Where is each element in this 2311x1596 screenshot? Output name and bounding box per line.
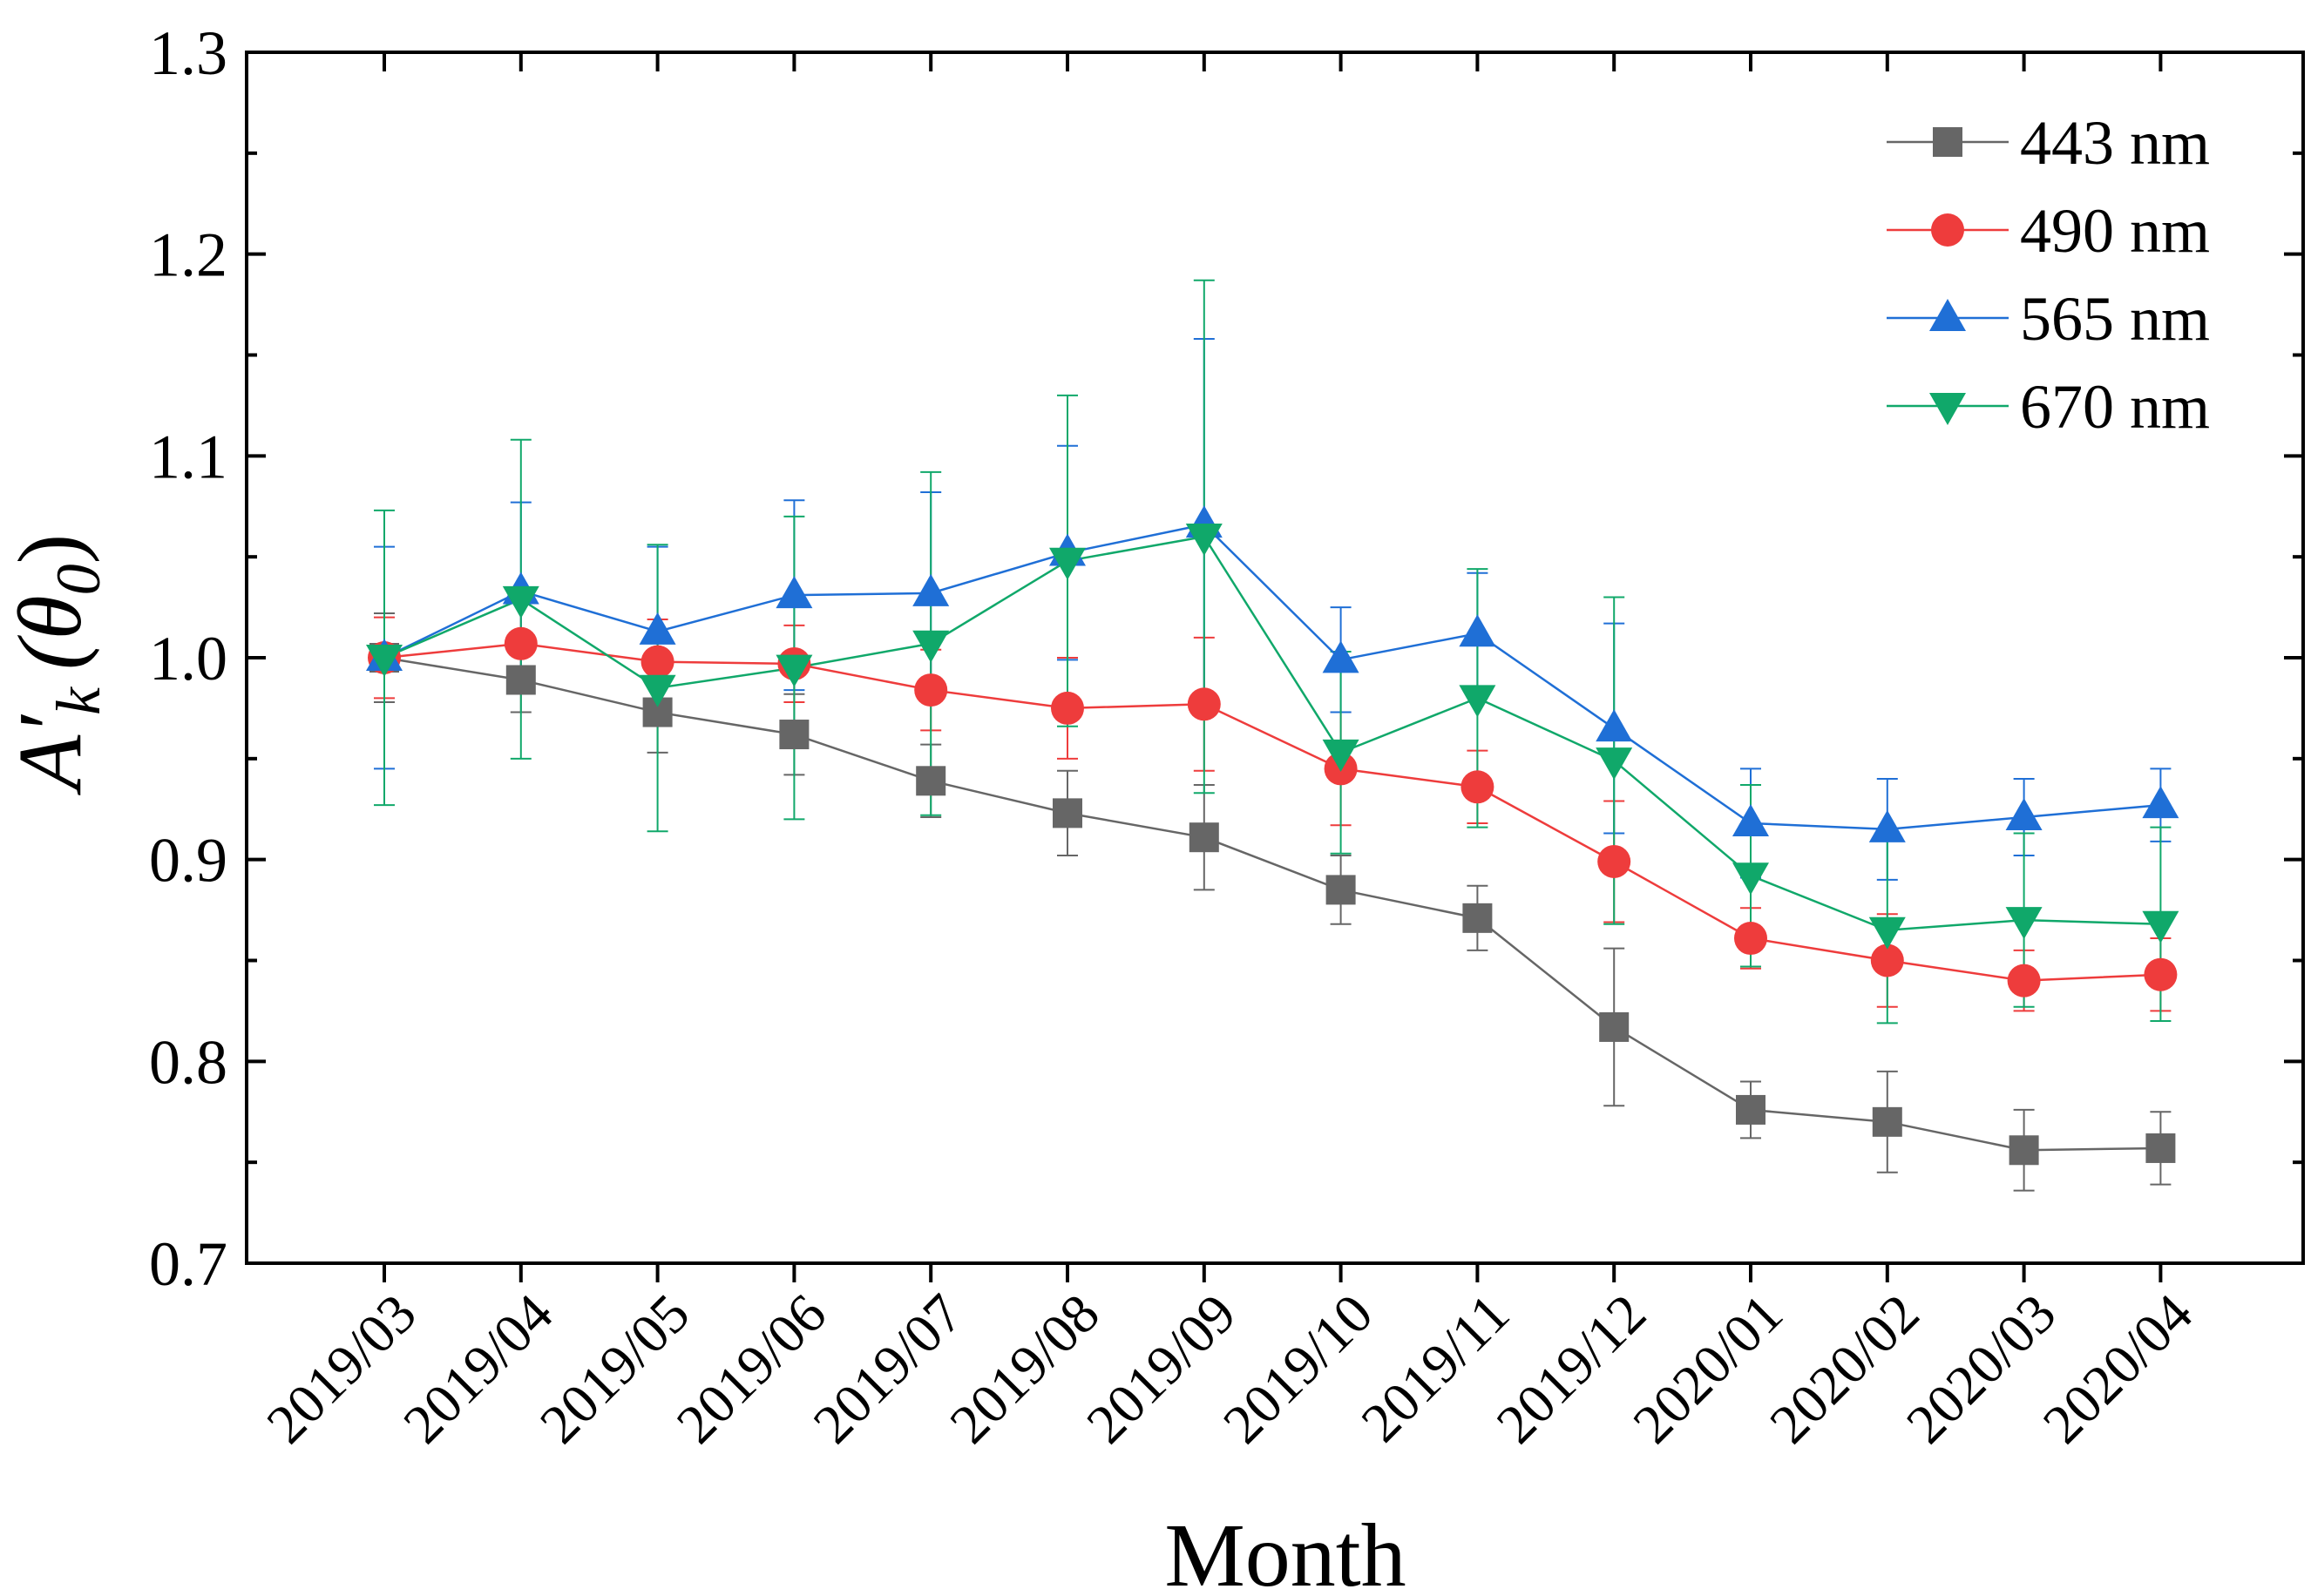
- x-tick-label: 2019/08: [938, 1282, 1111, 1456]
- data-point: [1460, 770, 1494, 804]
- y-axis-title-theta: (θ: [0, 595, 100, 670]
- data-point: [1049, 547, 1086, 580]
- series-line: [383, 656, 2161, 1152]
- series-lines: [383, 523, 2161, 1152]
- x-axis-title: Month: [1164, 1505, 1406, 1596]
- data-point: [1322, 739, 1359, 772]
- legend-label: 490 nm: [2020, 196, 2210, 266]
- x-tick-label: 2019/06: [665, 1282, 838, 1456]
- data-point: [1185, 524, 1223, 556]
- data-point: [502, 585, 539, 619]
- x-tick-label: 2020/04: [2031, 1282, 2205, 1456]
- data-point: [912, 573, 950, 606]
- y-tick-label: 0.9: [149, 826, 227, 896]
- data-point: [1596, 747, 1633, 781]
- x-tick-label: 2019/05: [528, 1282, 701, 1456]
- data-point: [1459, 614, 1496, 647]
- legend-marker: [1929, 299, 1966, 331]
- series-line: [383, 523, 2161, 831]
- data-point: [1732, 803, 1769, 836]
- data-point: [1051, 691, 1084, 725]
- x-tick-label: 2019/04: [391, 1282, 565, 1456]
- data-point: [1872, 1106, 1902, 1137]
- x-tick-label: 2019/03: [254, 1282, 428, 1456]
- data-point: [1189, 822, 1219, 853]
- y-tick-labels: 0.7 0.8 0.9 1.0 1.1 1.2 1.3: [149, 18, 227, 1299]
- data-point: [2145, 1133, 2176, 1163]
- data-point: [640, 645, 674, 679]
- data-point: [505, 665, 536, 695]
- data-point: [639, 674, 676, 707]
- data-point: [776, 654, 813, 687]
- legend-marker: [1931, 213, 1964, 247]
- x-tick-label: 2019/11: [1349, 1282, 1521, 1454]
- y-axis-title: A′k (θ0): [0, 534, 113, 796]
- legend-label: 565 nm: [2020, 284, 2210, 354]
- y-tick-label: 1.0: [149, 624, 227, 693]
- x-tick-label: 2019/07: [802, 1282, 975, 1456]
- data-point: [1868, 916, 1906, 950]
- data-point: [1053, 798, 1082, 828]
- y-axis-title-sub-0: 0: [44, 564, 113, 595]
- data-point: [1322, 640, 1359, 673]
- data-point: [1870, 943, 1904, 977]
- series-line: [383, 642, 2161, 982]
- x-tick-label: 2020/03: [1894, 1282, 2068, 1456]
- axis-ticks: [247, 51, 2303, 1282]
- data-point: [776, 576, 813, 609]
- x-tick-label: 2019/09: [1074, 1282, 1248, 1456]
- data-point: [2142, 910, 2179, 943]
- data-point: [366, 645, 403, 677]
- data-point: [1736, 1094, 1765, 1125]
- data-point: [916, 766, 946, 796]
- data-point: [914, 673, 948, 707]
- y-axis-title-sub-k: k: [44, 686, 113, 715]
- x-tick-label: 2020/01: [1621, 1282, 1794, 1456]
- legend-marker: [1929, 393, 1966, 425]
- y-tick-label: 1.2: [149, 220, 227, 290]
- data-point: [2144, 957, 2178, 991]
- x-tick-label: 2019/10: [1211, 1282, 1385, 1456]
- data-point: [1868, 809, 1906, 842]
- y-axis-title-base: A′: [0, 713, 100, 796]
- data-point: [2005, 798, 2043, 831]
- data-point: [1734, 922, 1767, 956]
- x-tick-label: 2019/12: [1485, 1282, 1658, 1456]
- data-point: [504, 626, 538, 660]
- series-line: [383, 535, 2161, 932]
- data-point: [912, 630, 950, 663]
- data-point: [1462, 903, 1493, 933]
- x-tick-label: 2020/02: [1758, 1282, 1931, 1456]
- y-tick-label: 1.3: [149, 18, 227, 88]
- legend-label: 670 nm: [2020, 372, 2210, 442]
- data-point: [2007, 964, 2041, 998]
- data-point: [1599, 1011, 1630, 1042]
- data-point: [2009, 1135, 2039, 1166]
- y-tick-label: 0.7: [149, 1229, 227, 1299]
- legend-label: 443 nm: [2020, 108, 2210, 178]
- data-point: [1325, 875, 1356, 905]
- data-point: [2005, 907, 2043, 940]
- data-point: [639, 612, 676, 645]
- data-point: [1596, 709, 1633, 742]
- x-tick-labels: 2019/032019/042019/052019/062019/072019/…: [254, 1282, 2204, 1456]
- y-tick-label: 1.1: [149, 422, 227, 491]
- data-point: [1187, 687, 1221, 721]
- data-point: [1459, 685, 1496, 718]
- legend-marker: [1933, 127, 1962, 157]
- data-point: [2142, 786, 2179, 819]
- y-axis-title-close: ): [0, 534, 100, 565]
- plot-frame: [245, 51, 2305, 1265]
- data-point: [1597, 844, 1631, 878]
- data-point: [779, 720, 810, 750]
- legend: 443 nm 490 nm 565 nm 670 nm: [1887, 108, 2210, 442]
- series-markers: [366, 505, 2179, 1166]
- data-point: [1732, 862, 1769, 896]
- y-tick-label: 0.8: [149, 1027, 227, 1097]
